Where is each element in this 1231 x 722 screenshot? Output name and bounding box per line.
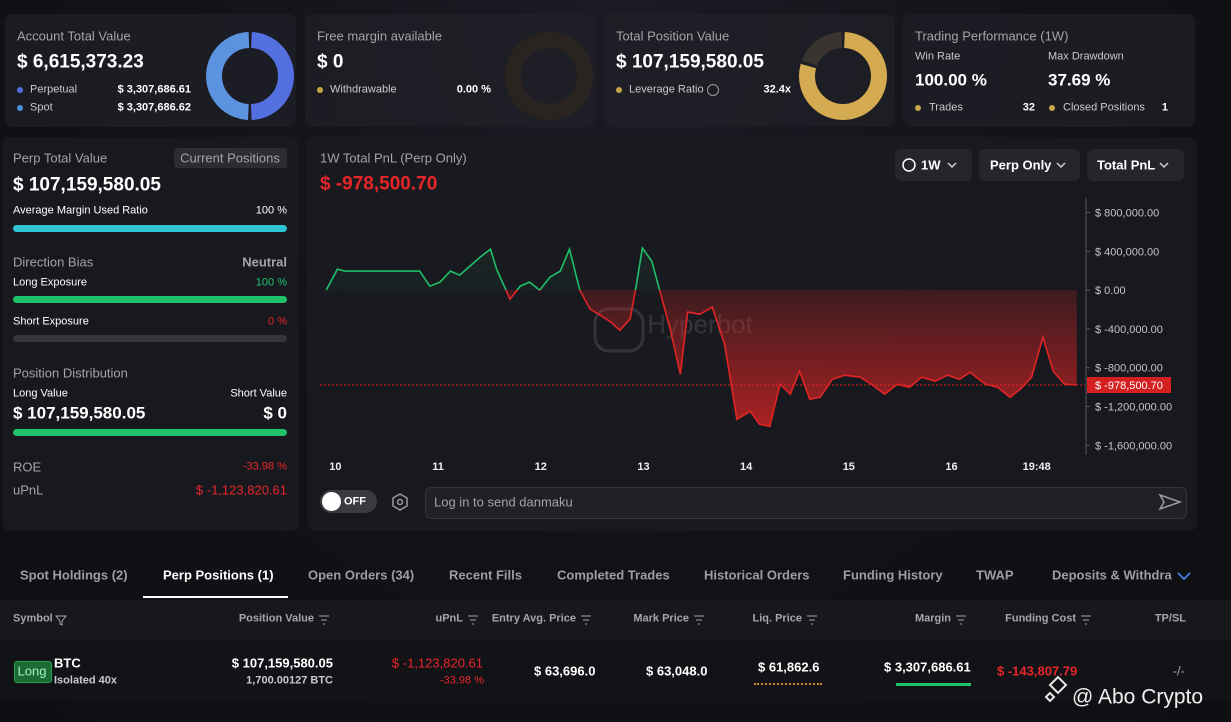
dropdown-label[interactable]: Perp Only [990, 157, 1052, 173]
input-placeholder: Log in to send danmaku [434, 494, 573, 510]
upnl: $ -1,123,820.61 [391, 655, 483, 671]
position-value: $ 107,159,580.05 [231, 655, 333, 671]
upnl-percent: -33.98 % [439, 674, 484, 687]
card-title: Free margin available [317, 28, 443, 44]
stat-label: Win Rate [915, 50, 961, 63]
column-header[interactable]: Position Value [238, 612, 314, 625]
long-badge [14, 661, 52, 683]
legend-label: Spot [30, 101, 53, 114]
tab[interactable]: Historical Orders [704, 567, 810, 583]
count-label: Closed Positions [1063, 101, 1145, 114]
panel-value: $ 107,159,580.05 [13, 174, 161, 196]
short-value-label: Short Value [230, 387, 287, 400]
long-label: Long Exposure [13, 276, 87, 289]
toggle-knob [322, 492, 341, 511]
section-title: Position Distribution [13, 365, 128, 381]
count-value: 32 [1022, 101, 1035, 114]
long-value: 100 % [255, 276, 287, 289]
count-value: 1 [1161, 101, 1168, 114]
chart-title: 1W Total PnL (Perp Only) [320, 150, 467, 166]
tab[interactable]: Perp Positions (1) [163, 567, 274, 583]
table-header [0, 600, 1231, 640]
legend-value: 0.00 % [456, 83, 491, 96]
legend-value: 32.4x [763, 83, 791, 96]
column-header[interactable]: Funding Cost [1005, 612, 1076, 625]
card-value: $ 0 [317, 51, 344, 73]
distribution-bar [13, 429, 287, 436]
long-amount: $ 107,159,580.05 [13, 403, 146, 423]
symbol: BTC [54, 655, 81, 671]
tp-sl: -/- [1172, 663, 1185, 679]
column-header[interactable]: uPnL [435, 612, 464, 625]
current-positions-button[interactable] [174, 148, 287, 168]
count-label: Trades [929, 101, 963, 114]
toggle-label[interactable]: OFF [344, 495, 366, 508]
tab[interactable]: TWAP [976, 567, 1014, 583]
tab[interactable]: Funding History [843, 567, 943, 583]
funding-cost: $ -143,807.79 [997, 663, 1078, 679]
side-badge: Long [17, 663, 47, 679]
stat-value: 37.69 % [1048, 70, 1111, 90]
legend-value: $ 3,307,686.62 [117, 101, 191, 114]
button-label[interactable]: Current Positions [180, 150, 280, 166]
roe-value: -33.98 % [242, 460, 287, 473]
panel-title: Perp Total Value [13, 150, 108, 166]
column-header[interactable]: Entry Avg. Price [491, 612, 576, 625]
short-amount: $ 0 [263, 403, 287, 423]
upnl-label: uPnL [13, 482, 44, 498]
card-value: $ 107,159,580.05 [616, 51, 764, 73]
card-title: Account Total Value [17, 28, 131, 44]
pnl-value: $ -978,500.70 [320, 173, 438, 195]
column-header: Symbol [13, 612, 53, 625]
tab[interactable]: Open Orders (34) [308, 567, 415, 583]
position-size: 1,700.00127 BTC [246, 674, 333, 687]
stat-label: Max Drawdown [1048, 50, 1124, 63]
long-bar [13, 296, 287, 303]
dropdown-label[interactable]: 1W [921, 157, 941, 173]
short-bar [13, 335, 287, 342]
entry-price: $ 63,696.0 [534, 663, 596, 679]
direction-value: Neutral [242, 254, 287, 270]
legend-value: $ 3,307,686.61 [117, 83, 191, 96]
legend-label: Leverage Ratio [629, 83, 704, 96]
margin: $ 3,307,686.61 [884, 659, 971, 675]
card-title: Total Position Value [616, 28, 730, 44]
stat-value: 100.00 % [915, 70, 987, 90]
active-tab-underline [143, 596, 288, 598]
column-header[interactable]: Liq. Price [752, 612, 802, 625]
margin-value: 100 % [255, 204, 287, 217]
watermark: @ Abo Crypto [1072, 685, 1204, 709]
upnl-value: $ -1,123,820.61 [195, 482, 287, 498]
tab[interactable]: Deposits & Withdra [1052, 567, 1172, 583]
margin-bar [13, 225, 287, 232]
perp-panel [2, 137, 299, 531]
margin-label: Average Margin Used Ratio [13, 204, 148, 217]
column-header: TP/SL [1154, 612, 1186, 625]
roe-label: ROE [13, 459, 42, 475]
margin-mode: Isolated 40x [54, 674, 117, 687]
card-title: Trading Performance (1W) [915, 28, 1069, 44]
mark-price: $ 63,048.0 [646, 663, 708, 679]
tab[interactable]: Spot Holdings (2) [20, 567, 128, 583]
margin-underline [896, 683, 971, 686]
legend-label: Withdrawable [330, 83, 397, 96]
column-header[interactable]: Margin [914, 612, 951, 625]
legend-label: Perpetual [30, 83, 78, 96]
table-row [0, 641, 1231, 701]
long-value-label: Long Value [13, 387, 68, 400]
chart-panel [307, 137, 1197, 531]
section-title: Direction Bias [13, 254, 94, 270]
liq-price: $ 61,862.6 [758, 659, 820, 675]
dropdown-label[interactable]: Total PnL [1097, 157, 1156, 173]
tab[interactable]: Completed Trades [557, 567, 670, 583]
liq-underline [754, 683, 822, 685]
short-value: 0 % [268, 315, 287, 328]
column-header[interactable]: Mark Price [633, 612, 689, 625]
tabs-more[interactable] [1177, 572, 1191, 581]
short-label: Short Exposure [13, 315, 89, 328]
card-value: $ 6,615,373.23 [17, 51, 144, 73]
tab[interactable]: Recent Fills [449, 567, 522, 583]
